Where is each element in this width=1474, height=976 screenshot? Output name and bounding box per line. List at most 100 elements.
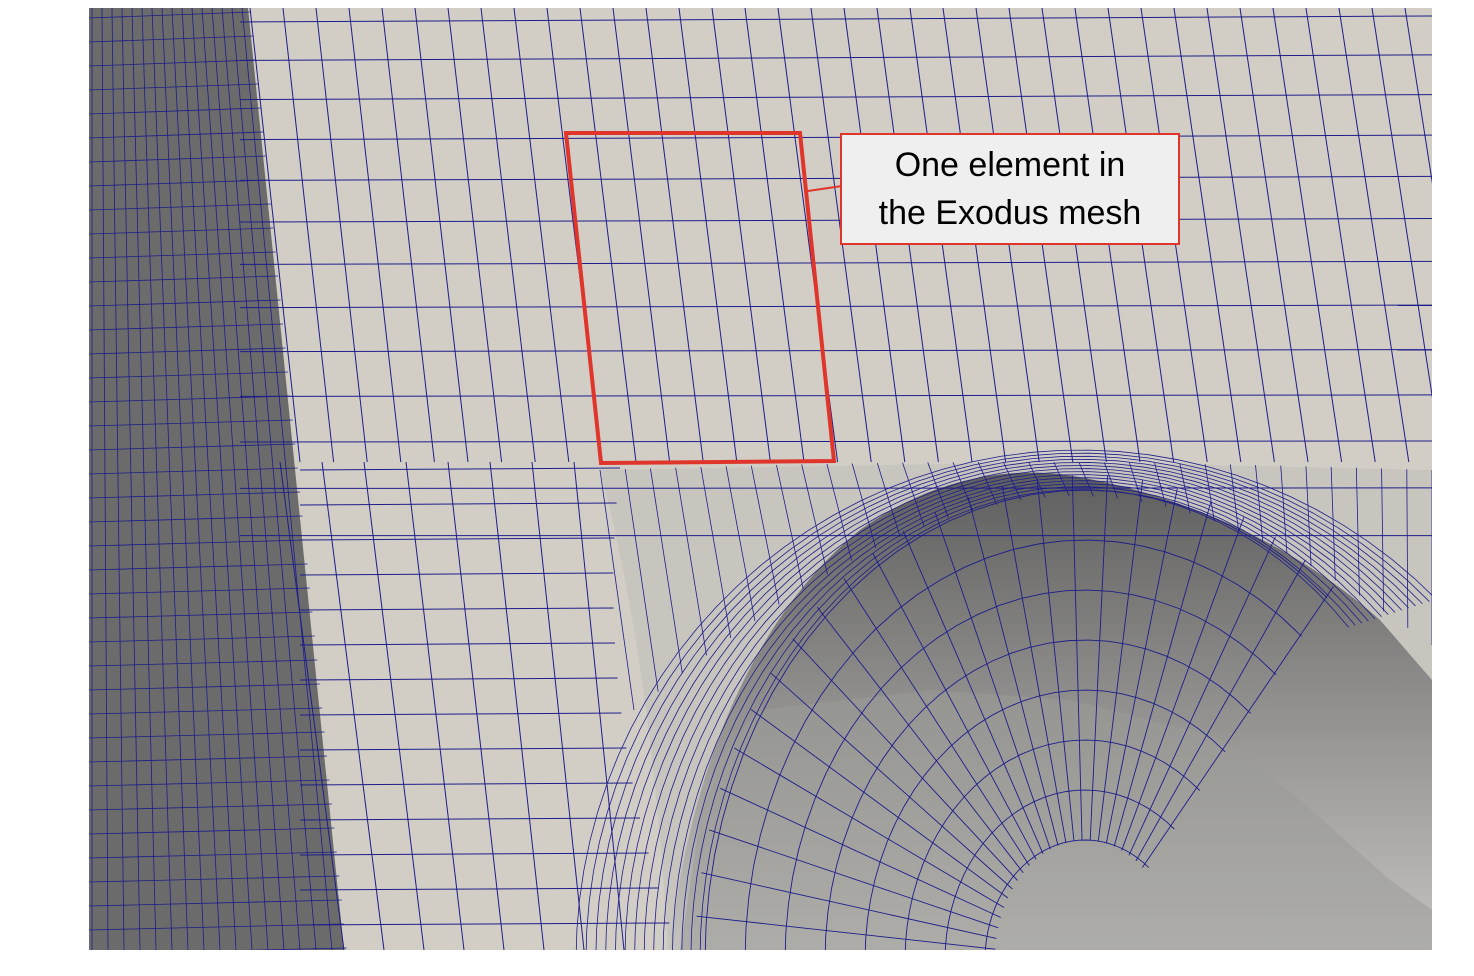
mesh-edge bbox=[89, 467, 298, 475]
mesh-edge bbox=[121, 8, 141, 950]
mesh-edge bbox=[605, 458, 1416, 950]
mesh-edge bbox=[876, 462, 901, 537]
mesh-edge bbox=[1128, 536, 1276, 856]
mesh-edge bbox=[89, 635, 315, 643]
mesh-edge bbox=[299, 502, 617, 506]
mesh-edge bbox=[447, 461, 505, 950]
mesh-edge bbox=[89, 83, 259, 91]
mesh-edge bbox=[221, 8, 301, 950]
mesh-edge bbox=[1078, 462, 1094, 497]
mesh-edge bbox=[239, 54, 1432, 61]
mesh-edge bbox=[634, 468, 1396, 950]
mesh-edge bbox=[734, 747, 1005, 908]
mesh-edge bbox=[239, 440, 1432, 443]
mesh-edge bbox=[690, 486, 1356, 950]
mesh-edge bbox=[321, 461, 385, 950]
mesh-edge bbox=[282, 8, 335, 463]
mesh-edge bbox=[89, 803, 332, 811]
mesh-edge bbox=[89, 539, 306, 547]
mesh-edge bbox=[89, 707, 323, 715]
mesh-edge bbox=[624, 465, 1403, 950]
mesh-edge bbox=[801, 464, 828, 575]
mesh-edge bbox=[131, 8, 157, 950]
mesh-edge bbox=[89, 755, 328, 763]
mesh-edge bbox=[1404, 8, 1432, 184]
mesh-edge bbox=[699, 489, 1350, 950]
mesh-edge bbox=[1355, 467, 1360, 596]
mesh-edge bbox=[447, 8, 503, 463]
mesh-edge bbox=[770, 672, 1013, 890]
mesh-edge bbox=[151, 8, 189, 950]
mesh-edge bbox=[650, 468, 683, 674]
mesh-edge bbox=[239, 94, 1432, 101]
mesh-edge bbox=[239, 260, 1432, 265]
mesh-edge bbox=[864, 689, 1226, 950]
mesh-edge bbox=[711, 8, 771, 463]
mesh-edge bbox=[89, 515, 303, 523]
mesh-edge bbox=[977, 461, 998, 505]
mesh-edge bbox=[89, 443, 296, 451]
mesh-edge bbox=[89, 59, 257, 67]
mesh-edge bbox=[599, 469, 635, 711]
mesh-edge bbox=[299, 712, 622, 716]
mesh-edge bbox=[531, 461, 585, 950]
mesh-edge bbox=[89, 875, 340, 883]
mesh-edge bbox=[299, 887, 659, 891]
mesh-edge bbox=[299, 572, 614, 576]
mesh-edge bbox=[725, 466, 756, 622]
mesh-wireframe bbox=[89, 8, 1474, 950]
mesh-edge bbox=[872, 552, 1037, 860]
mesh-edge bbox=[696, 915, 996, 950]
mesh-edge bbox=[843, 578, 1030, 866]
mesh-edge bbox=[1154, 462, 1167, 507]
mesh-edge bbox=[851, 463, 877, 549]
mesh-edge bbox=[239, 218, 1432, 223]
mesh-edge bbox=[299, 467, 621, 471]
mesh-edge bbox=[720, 787, 1002, 918]
mesh-edge bbox=[191, 8, 253, 950]
mesh-edge bbox=[348, 8, 402, 463]
mesh-edge bbox=[1381, 468, 1385, 612]
mesh-edge bbox=[239, 394, 1432, 397]
mesh-edge bbox=[672, 480, 1369, 950]
callout-leader-line bbox=[807, 185, 843, 192]
mesh-edge bbox=[89, 227, 274, 235]
mesh-edge bbox=[239, 304, 1432, 309]
mesh-edge bbox=[902, 462, 925, 527]
mesh-edge bbox=[299, 922, 670, 926]
mesh-edge bbox=[784, 589, 1277, 950]
mesh-edge bbox=[211, 8, 285, 950]
mesh-edge bbox=[89, 179, 269, 187]
mesh-edge bbox=[678, 8, 738, 463]
mesh-edge bbox=[816, 607, 1024, 874]
mesh-edge bbox=[902, 530, 1044, 855]
mesh-edge bbox=[181, 8, 237, 950]
mesh-edge bbox=[681, 483, 1363, 950]
mesh-edge bbox=[645, 8, 704, 463]
mesh-edge bbox=[299, 817, 641, 821]
mesh-edge bbox=[89, 131, 264, 139]
mesh-edge bbox=[89, 203, 271, 211]
mesh-edge bbox=[704, 489, 1328, 950]
mesh-edge bbox=[1179, 463, 1191, 514]
mesh-edge bbox=[231, 8, 317, 950]
mesh-edge bbox=[1371, 8, 1432, 399]
mesh-edge bbox=[1173, 8, 1242, 463]
mesh-edge bbox=[239, 134, 1432, 141]
mesh-edge bbox=[824, 639, 1252, 950]
mesh-edge bbox=[89, 827, 335, 835]
mesh-edge bbox=[1105, 488, 1178, 844]
mesh-edge bbox=[89, 323, 284, 331]
mesh-edge bbox=[612, 8, 671, 463]
mesh-edge bbox=[89, 611, 313, 619]
mesh-edge bbox=[744, 539, 1303, 950]
mesh-edge bbox=[89, 899, 342, 907]
mesh-edge bbox=[662, 477, 1376, 950]
mesh-edge bbox=[89, 275, 279, 283]
mesh-edge bbox=[653, 474, 1382, 950]
mesh-edge bbox=[101, 8, 109, 950]
mesh-edge bbox=[299, 642, 616, 646]
mesh-edge bbox=[405, 461, 465, 950]
mesh-edge bbox=[381, 8, 435, 463]
mesh-edge bbox=[1438, 8, 1474, 462]
